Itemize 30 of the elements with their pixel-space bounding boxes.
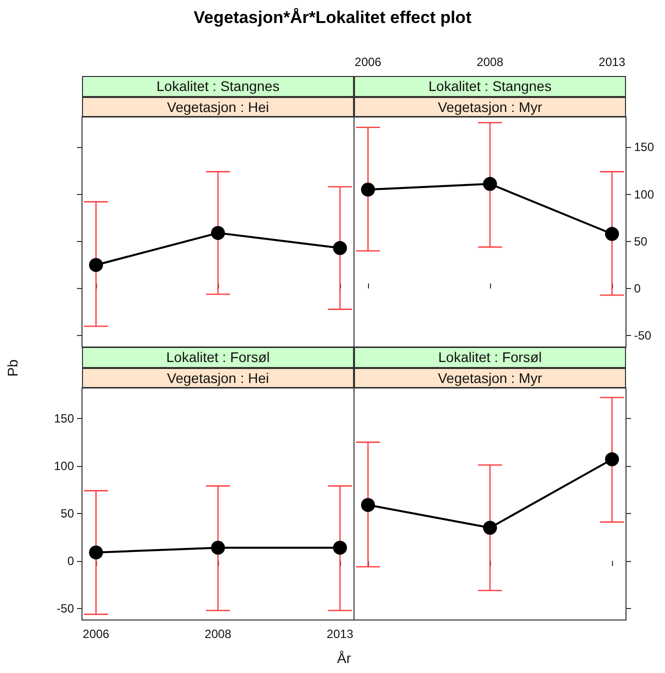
- y-axis-title: Pb: [4, 359, 21, 377]
- y-tick-label: 150: [54, 411, 74, 426]
- x-tick-label: 2013: [326, 627, 354, 641]
- point: [605, 226, 619, 241]
- x-tick-label: 2008: [204, 627, 232, 641]
- chart-subtitle: Vegetasjon : Myr: [354, 96, 626, 117]
- point: [361, 182, 375, 197]
- chart-subtitle: Vegetasjon : Hei: [82, 368, 354, 388]
- y-tick-label: 100: [634, 187, 654, 202]
- chart-subtitle: Vegetasjon : Myr: [354, 368, 626, 388]
- x-tick-label: 2008: [476, 55, 504, 69]
- chart-subtitle: Vegetasjon : Hei: [82, 96, 354, 117]
- x-tick-label: 2006: [82, 627, 110, 641]
- x-axis-title: År: [337, 650, 351, 666]
- y-tick-label: 100: [54, 458, 74, 473]
- point: [483, 176, 497, 191]
- chart-title: Lokalitet : Forsøl: [354, 347, 626, 368]
- x-tick-label: 2006: [354, 55, 382, 69]
- chart-title: Lokalitet : Forsøl: [82, 347, 354, 368]
- text: Vegetasjon*År*Lokalitet effect plot: [192, 8, 472, 28]
- chart-title: Lokalitet : Stangnes: [82, 76, 354, 96]
- y-tick-label: -50: [56, 602, 74, 616]
- y-tick-label: -50: [634, 328, 652, 343]
- chart-title: Lokalitet : Stangnes: [354, 76, 626, 96]
- x-tick-label: 2013: [598, 55, 626, 69]
- y-tick-label: 150: [634, 140, 654, 154]
- y-tick-label: 0: [67, 554, 74, 568]
- y-tick-label: 0: [634, 282, 641, 296]
- y-tick-label: 50: [634, 234, 648, 248]
- y-tick-label: 50: [60, 506, 74, 521]
